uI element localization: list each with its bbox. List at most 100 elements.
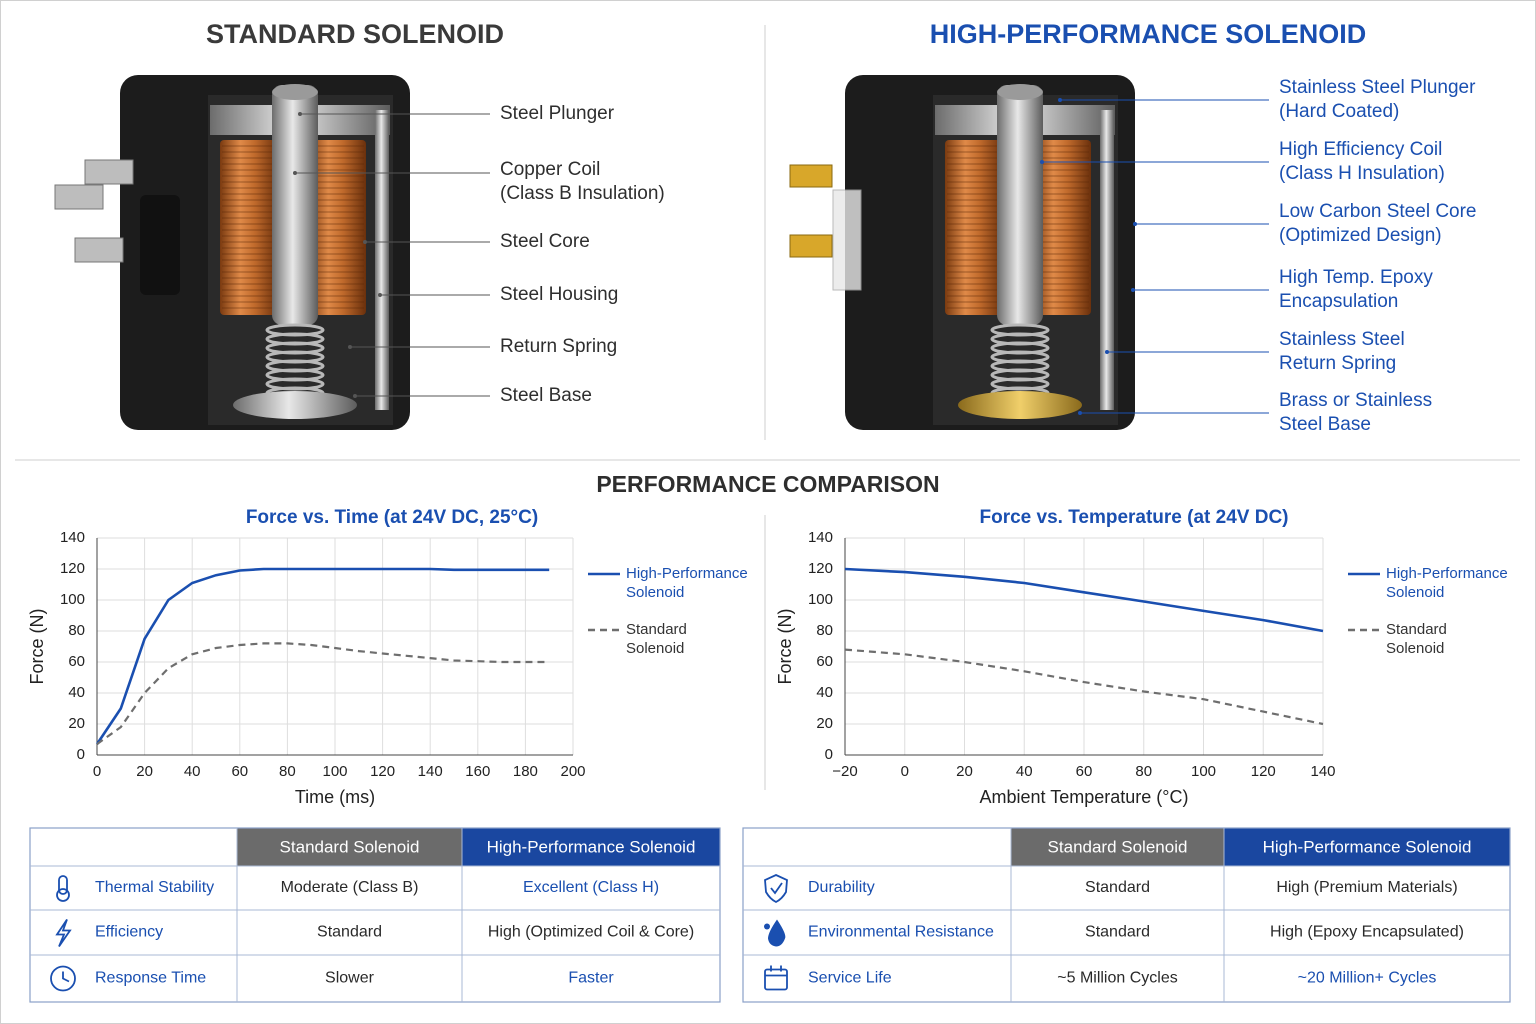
part-label: Low Carbon Steel Core — [1279, 201, 1477, 222]
row-label: Efficiency — [95, 924, 163, 941]
y-tick-label: 100 — [808, 591, 833, 608]
part-label: High Temp. Epoxy — [1279, 267, 1433, 288]
leader-dot — [363, 240, 367, 244]
x-tick-label: 200 — [560, 763, 585, 780]
part-label: Steel Base — [500, 385, 592, 406]
x-tick-label: 40 — [1016, 763, 1033, 780]
header-cell — [237, 828, 462, 866]
part-label: Return Spring — [500, 336, 617, 357]
x-tick-label: 80 — [279, 763, 296, 780]
table-border — [29, 827, 721, 1003]
terminal — [54, 184, 104, 210]
plunger-top — [272, 84, 318, 100]
leader-dot — [1078, 411, 1082, 415]
header-cell — [1011, 828, 1224, 866]
column-header: High-Performance Solenoid — [1263, 837, 1472, 856]
section-title: HIGH-PERFORMANCE SOLENOID — [930, 19, 1367, 49]
part-label: (Hard Coated) — [1279, 101, 1399, 122]
table-cell: ~20 Million+ Cycles — [1298, 970, 1437, 987]
y-tick-label: 40 — [68, 684, 85, 701]
part-label: Copper Coil — [500, 159, 600, 180]
y-axis-label: Force (N) — [27, 609, 47, 685]
part-label: Stainless Steel — [1279, 329, 1405, 350]
coil — [945, 140, 1003, 315]
chart-title: Force vs. Time (at 24V DC, 25°C) — [246, 507, 538, 528]
x-tick-label: 60 — [231, 763, 248, 780]
comparison-title: PERFORMANCE COMPARISON — [596, 471, 939, 497]
y-tick-label: 0 — [77, 746, 85, 763]
plunger — [272, 85, 318, 325]
part-label: High Efficiency Coil — [1279, 139, 1442, 160]
x-tick-label: 20 — [956, 763, 973, 780]
terminal — [789, 234, 833, 258]
x-tick-label: 160 — [465, 763, 490, 780]
column-header: Standard Solenoid — [280, 837, 420, 856]
x-tick-label: 180 — [513, 763, 538, 780]
x-axis-label: Time (ms) — [295, 787, 375, 807]
base — [958, 391, 1082, 419]
y-tick-label: 120 — [60, 560, 85, 577]
series-line — [95, 567, 550, 745]
icon — [56, 888, 70, 902]
leader-dot — [293, 171, 297, 175]
table-cell: ~5 Million Cycles — [1057, 970, 1177, 987]
leader-dot — [1133, 222, 1137, 226]
y-tick-label: 80 — [816, 622, 833, 639]
leader-dot — [298, 112, 302, 116]
coil — [1033, 140, 1091, 315]
base — [233, 391, 357, 419]
table-cell: High (Premium Materials) — [1276, 879, 1457, 896]
solenoid-illustration — [789, 75, 1135, 430]
x-tick-label: 120 — [370, 763, 395, 780]
table-cell: Faster — [568, 970, 614, 987]
x-tick-label: 40 — [184, 763, 201, 780]
y-tick-label: 60 — [68, 653, 85, 670]
terminal — [84, 159, 134, 185]
icon — [764, 874, 788, 904]
part-label: Steel Housing — [500, 284, 618, 305]
table-cell: Slower — [325, 970, 375, 987]
y-tick-label: 40 — [816, 684, 833, 701]
y-tick-label: 60 — [816, 653, 833, 670]
table-cell: Standard — [1085, 879, 1150, 896]
row-label: Response Time — [95, 970, 206, 987]
part-label: Steel Plunger — [500, 103, 615, 124]
coil — [220, 140, 278, 315]
solenoid-illustration — [54, 75, 410, 430]
x-tick-label: 20 — [136, 763, 153, 780]
y-tick-label: 100 — [60, 591, 85, 608]
header-cell — [462, 828, 720, 866]
table-cell: Moderate (Class B) — [281, 879, 419, 896]
leader-dot — [378, 293, 382, 297]
coil — [308, 140, 366, 315]
table-cell: Excellent (Class H) — [523, 879, 659, 896]
x-tick-label: 140 — [418, 763, 443, 780]
part-label: (Optimized Design) — [1279, 225, 1442, 246]
legend-label: High-Performance Solenoid — [1386, 565, 1512, 601]
y-tick-label: 140 — [808, 529, 833, 546]
y-tick-label: 0 — [825, 746, 833, 763]
section-title: STANDARD SOLENOID — [206, 19, 504, 49]
housing-wall — [1100, 110, 1114, 410]
x-tick-label: 120 — [1251, 763, 1276, 780]
row-label: Service Life — [808, 970, 892, 987]
table-cell: High (Epoxy Encapsulated) — [1270, 924, 1464, 941]
y-tick-label: 120 — [808, 560, 833, 577]
column-header: Standard Solenoid — [1048, 837, 1188, 856]
icon — [62, 971, 70, 983]
plunger — [997, 85, 1043, 325]
housing-wall — [375, 110, 389, 410]
icon — [764, 968, 788, 991]
y-tick-label: 140 — [60, 529, 85, 546]
part-label: Steel Base — [1279, 414, 1371, 435]
x-tick-label: 100 — [1191, 763, 1216, 780]
series-line — [844, 567, 1324, 633]
x-tick-label: 140 — [1310, 763, 1335, 780]
row-label: Thermal Stability — [95, 879, 214, 896]
table-border — [742, 827, 1511, 1003]
table-cell: High (Optimized Coil & Core) — [488, 924, 694, 941]
header-cell — [1224, 828, 1510, 866]
part-label: Brass or Stainless — [1279, 390, 1432, 411]
legend-label: Standard Solenoid — [626, 621, 691, 657]
icon — [770, 882, 783, 895]
